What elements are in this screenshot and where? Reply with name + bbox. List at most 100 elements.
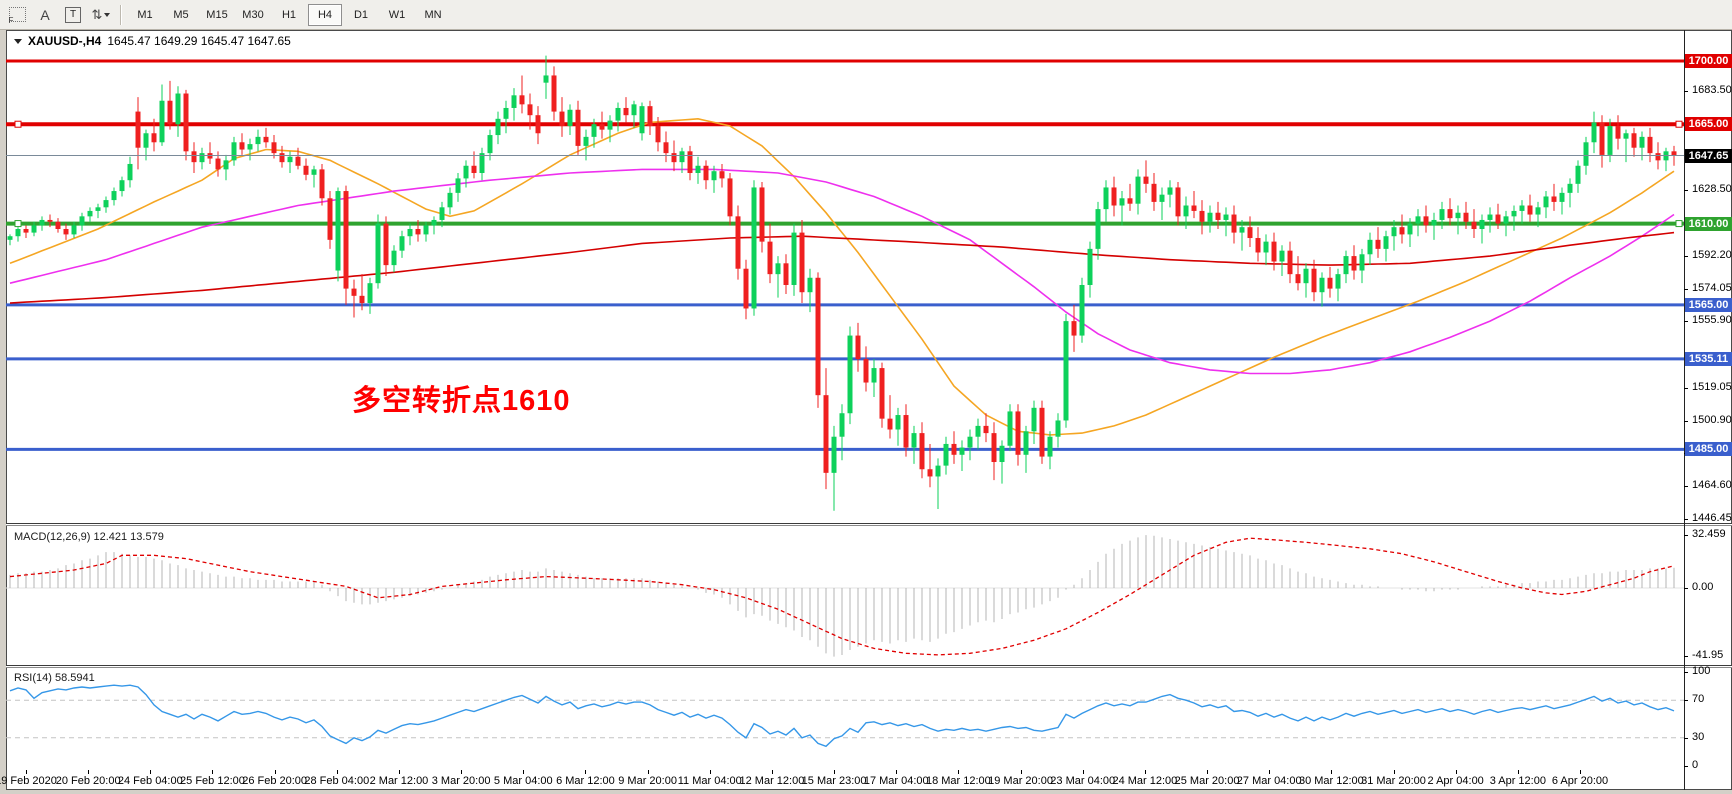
macd-signal-line: [9, 537, 1675, 656]
time-axis-tick: [896, 770, 898, 774]
timeframe-button-M30[interactable]: M30: [242, 8, 264, 21]
candle-up: [631, 104, 637, 116]
candle-down: [295, 156, 301, 166]
price-badge-1610.00[interactable]: 1610.00: [1685, 216, 1732, 231]
rsi-line: [9, 684, 1675, 748]
candle-up: [607, 120, 613, 130]
candle-up: [1535, 207, 1541, 215]
candle-up: [1559, 192, 1565, 202]
price-tick-1592.20: 1592.20: [1692, 248, 1732, 261]
timeframe-button-W1[interactable]: W1: [388, 8, 406, 21]
timeframe-button-M15[interactable]: M15: [206, 8, 228, 21]
font-a-icon[interactable]: A: [40, 6, 50, 23]
candle-up: [199, 153, 205, 163]
candle-up: [95, 207, 101, 211]
axis-tick-mark: [1684, 535, 1688, 536]
candle-up: [1639, 136, 1645, 148]
rsi-axis-100: 100: [1692, 665, 1711, 677]
candle-down: [1199, 210, 1205, 222]
timeframe-button-D1[interactable]: D1: [353, 8, 369, 21]
candle-down: [1495, 214, 1501, 224]
hline-handle-1610.00[interactable]: [14, 220, 22, 228]
chart-template-icon[interactable]: F: [4, 3, 30, 27]
candle-down: [783, 263, 789, 285]
candle-down: [1215, 212, 1221, 220]
candle-down: [767, 241, 773, 275]
candle-up: [1087, 248, 1093, 285]
candle-up: [127, 163, 133, 181]
toolbar-separator: [120, 4, 122, 25]
axis-tick-mark: [1684, 656, 1688, 658]
candle-up: [1031, 407, 1037, 432]
candle-up: [487, 135, 493, 154]
timeframe-button-MN[interactable]: MN: [424, 8, 442, 21]
time-axis-label: 11 Mar 04:00: [677, 775, 742, 787]
candle-up: [1335, 274, 1341, 289]
candle-down: [1527, 205, 1533, 215]
candle-up: [975, 425, 981, 437]
time-axis-tick: [1020, 770, 1022, 774]
time-axis-tick: [709, 770, 711, 774]
candle-up: [1359, 254, 1365, 271]
time-axis-tick: [585, 770, 587, 774]
chart-ohlc-values: 1645.47 1649.29 1645.47 1647.65: [107, 34, 291, 48]
candle-up: [1055, 420, 1061, 437]
time-axis-tick: [1082, 770, 1084, 774]
candle-down: [623, 107, 629, 116]
panel-splitter-macd[interactable]: [6, 523, 1732, 526]
candle-up: [1415, 216, 1421, 224]
chart-dropdown-caret-icon[interactable]: [14, 38, 22, 44]
hline-handle-1665.00[interactable]: [1675, 120, 1683, 128]
time-axis-label: 25 Mar 20:00: [1174, 775, 1240, 787]
chart-text-annotation[interactable]: 多空转折点1610: [352, 385, 571, 417]
candle-up: [143, 133, 149, 148]
price-badge-1700.00[interactable]: 1700.00: [1685, 54, 1732, 68]
candle-down: [1071, 321, 1077, 336]
time-axis-label: 27 Mar 04:00: [1236, 775, 1302, 787]
candle-down: [1447, 209, 1453, 219]
candle-up: [1503, 216, 1509, 224]
cycle-arrows-icon[interactable]: ⇅: [88, 3, 114, 27]
macd-axis--41.95: -41.95: [1692, 649, 1724, 662]
time-axis-tick: [523, 770, 525, 774]
candle-up: [39, 219, 45, 226]
price-badge-1485.00[interactable]: 1485.00: [1685, 442, 1732, 457]
candle-up: [543, 75, 549, 83]
axis-tick-mark: [1684, 519, 1688, 520]
axis-tick-mark: [1684, 737, 1688, 739]
price-badge-1565.00[interactable]: 1565.00: [1685, 297, 1732, 312]
panel-splitter-rsi[interactable]: [6, 665, 1732, 668]
candle-up: [175, 93, 181, 125]
price-badge-1665.00[interactable]: 1665.00: [1685, 117, 1732, 132]
timeframe-button-M1[interactable]: M1: [137, 8, 153, 21]
dropdown-caret-icon[interactable]: [104, 12, 111, 17]
hline-handle-1665.00[interactable]: [14, 120, 22, 128]
current-price-badge[interactable]: 1647.65: [1685, 148, 1732, 163]
time-axis-label: 25 Feb 12:00: [180, 775, 245, 787]
candle-up: [447, 192, 453, 208]
timeframe-button-H1[interactable]: H1: [281, 8, 297, 21]
time-axis-label: 3 Apr 12:00: [1489, 775, 1546, 787]
text-label-icon[interactable]: T: [60, 3, 86, 27]
candle-up: [311, 169, 317, 175]
candle-down: [359, 295, 365, 304]
time-axis-label: 28 Feb 04:00: [304, 775, 370, 787]
time-axis-tick: [336, 770, 338, 774]
chart-window[interactable]: [6, 30, 1732, 790]
candle-up: [407, 228, 413, 237]
hline-handle-1610.00[interactable]: [1675, 220, 1683, 228]
candle-down: [167, 100, 173, 125]
chart-symbol-period: XAUUSD-,H4: [28, 34, 102, 48]
candle-down: [815, 277, 821, 396]
timeframe-button-H4[interactable]: H4: [308, 3, 342, 26]
candle-up: [895, 415, 901, 430]
candle-up: [103, 200, 109, 208]
candle-up: [567, 109, 573, 127]
price-badge-1535.11[interactable]: 1535.11: [1685, 351, 1732, 366]
candle-down: [319, 169, 325, 199]
axis-tick-mark: [1684, 255, 1688, 257]
timeframe-button-M5[interactable]: M5: [173, 8, 189, 21]
candle-up: [1063, 321, 1069, 421]
